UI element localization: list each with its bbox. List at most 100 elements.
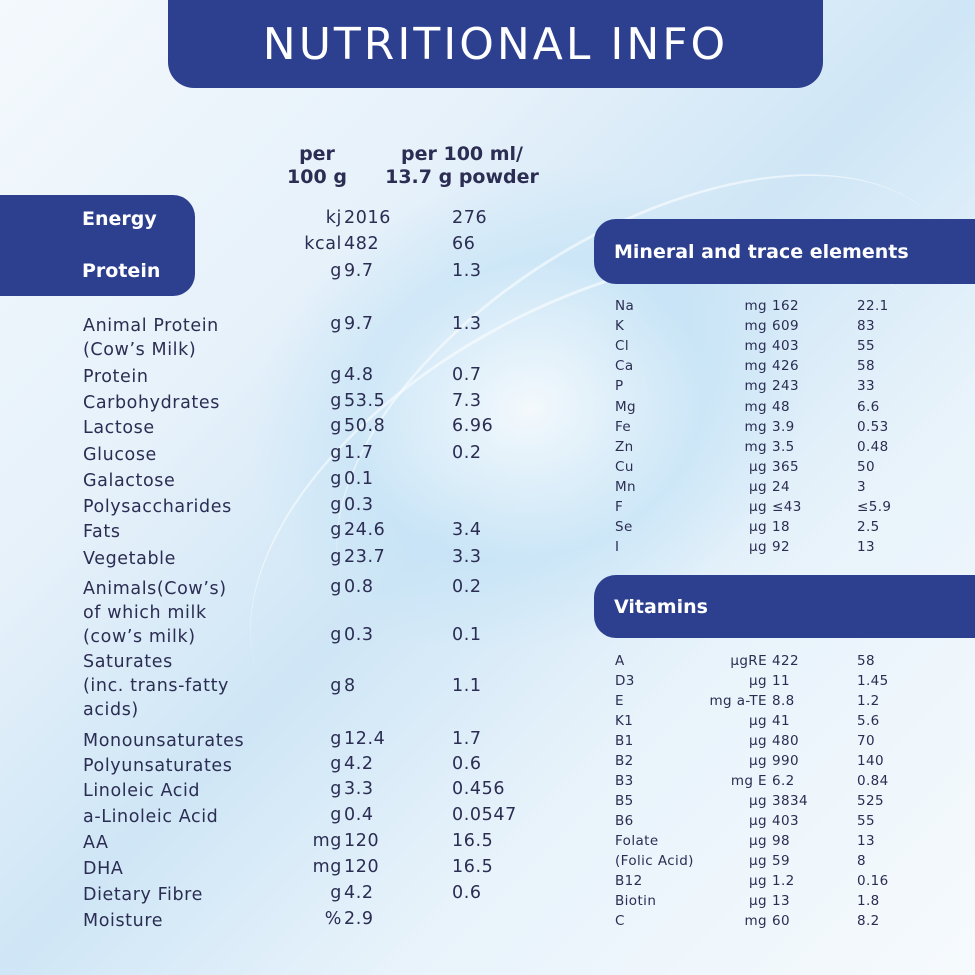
vitamins-value-per-100g: 6.2 <box>772 773 795 789</box>
row-value-per-100g: 4.2 <box>344 883 374 903</box>
vitamins-row: B12 µg 1.2 0.16 <box>0 873 975 891</box>
row-value-per-100g: 4.2 <box>344 754 374 774</box>
minerals-unit: µg <box>749 458 767 475</box>
vitamins-value-per-100ml: 1.45 <box>857 673 889 689</box>
row-value-per-100g: 482 <box>344 234 380 254</box>
row-label: Dietary Fibre <box>83 885 203 905</box>
minerals-value-per-100g: 403 <box>772 338 799 355</box>
vitamins-value-per-100ml: 1.2 <box>857 693 880 709</box>
row-unit: g <box>330 729 342 749</box>
minerals-unit: mg <box>744 378 767 395</box>
vitamins-value-per-100ml: 58 <box>857 653 875 669</box>
row-value-per-100g: 12.4 <box>344 729 386 749</box>
row-label: Moisture <box>83 911 164 931</box>
vitamins-title: Vitamins <box>614 595 708 618</box>
row-unit: g <box>330 625 342 645</box>
minerals-value-per-100ml: 0.48 <box>857 438 889 455</box>
vitamins-value-per-100ml: 8 <box>857 853 866 869</box>
minerals-symbol: Se <box>615 519 633 536</box>
row-unit: g <box>330 547 342 567</box>
vitamins-symbol: K1 <box>615 713 634 729</box>
row-unit: g <box>330 443 342 463</box>
minerals-value-per-100g: 92 <box>772 539 790 556</box>
minerals-value-per-100ml: 55 <box>857 338 875 355</box>
row-unit: g <box>330 469 342 489</box>
minerals-symbol: Ca <box>615 358 634 375</box>
row-value-per-100g: 0.3 <box>344 625 374 645</box>
vitamins-unit: µg <box>749 853 767 869</box>
minerals-row: Cu µg 365 50 <box>0 459 975 477</box>
row-value-per-100g: 120 <box>344 831 380 851</box>
title-banner: NUTRITIONAL INFO <box>168 0 823 88</box>
vitamins-symbol: B12 <box>615 873 643 889</box>
row-label: Carbohydrates <box>83 393 220 413</box>
minerals-value-per-100ml: 50 <box>857 458 875 475</box>
protein-label: Protein <box>82 260 161 282</box>
vitamins-unit: mg a-TE <box>709 693 767 709</box>
minerals-unit: µg <box>749 478 767 495</box>
minerals-symbol: Zn <box>615 438 634 455</box>
vitamins-value-per-100g: 98 <box>772 833 790 849</box>
row-value-per-100ml: 0.456 <box>452 779 506 799</box>
vitamins-row: K1 µg 41 5.6 <box>0 713 975 731</box>
vitamins-symbol: B1 <box>615 733 634 749</box>
energy-label: Energy <box>82 208 157 230</box>
row-value-per-100g: 8 <box>344 676 356 696</box>
energy-protein-banner <box>0 195 195 296</box>
row-unit: g <box>330 495 342 515</box>
row-value-per-100g: 2016 <box>344 208 391 228</box>
vitamins-value-per-100ml: 140 <box>857 753 884 769</box>
row-label: Saturates (inc. trans-fatty acids) <box>83 652 229 720</box>
page-title: NUTRITIONAL INFO <box>262 18 729 70</box>
row-unit: g <box>330 779 342 799</box>
vitamins-value-per-100g: 11 <box>772 673 790 689</box>
vitamins-unit: mg <box>744 913 767 929</box>
minerals-banner: Mineral and trace elements <box>594 219 975 284</box>
row-unit: g <box>330 805 342 825</box>
vitamins-value-per-100ml: 13 <box>857 833 875 849</box>
row-unit: mg <box>312 857 342 877</box>
vitamins-unit: µg <box>749 793 767 809</box>
minerals-symbol: Cu <box>615 458 634 475</box>
row-unit: mg <box>312 831 342 851</box>
minerals-value-per-100g: 243 <box>772 378 799 395</box>
vitamins-value-per-100g: 403 <box>772 813 799 829</box>
row-unit: g <box>330 883 342 903</box>
vitamins-value-per-100g: 480 <box>772 733 799 749</box>
vitamins-value-per-100g: 8.8 <box>772 693 795 709</box>
row-value-per-100ml: 0.6 <box>452 754 482 774</box>
row-value-per-100g: 23.7 <box>344 547 386 567</box>
row-label: Animal Protein (Cow’s Milk) <box>83 316 219 360</box>
row-unit: g <box>330 520 342 540</box>
row-unit: g <box>330 577 342 597</box>
row-label: Vegetable <box>83 549 176 569</box>
minerals-row: Fe mg 3.9 0.53 <box>0 419 975 437</box>
row-value-per-100g: 50.8 <box>344 416 386 436</box>
row-value-per-100ml: 16.5 <box>452 831 494 851</box>
row-value-per-100ml: 3.4 <box>452 520 482 540</box>
minerals-row: Mg mg 48 6.6 <box>0 399 975 417</box>
vitamins-unit: mg E <box>730 773 767 789</box>
vitamins-symbol: Biotin <box>615 893 657 909</box>
vitamins-unit: µg <box>749 733 767 749</box>
minerals-value-per-100g: 18 <box>772 519 790 536</box>
vitamins-value-per-100ml: 55 <box>857 813 875 829</box>
minerals-value-per-100g: 365 <box>772 458 799 475</box>
minerals-unit: mg <box>744 418 767 435</box>
row-label: Fats <box>83 522 121 542</box>
row-value-per-100ml: 0.1 <box>452 625 482 645</box>
row-unit: g <box>330 676 342 696</box>
row-value-per-100g: 9.7 <box>344 261 374 281</box>
minerals-symbol: Na <box>615 298 635 314</box>
row-value-per-100ml: 0.7 <box>452 365 482 385</box>
minerals-value-per-100g: 609 <box>772 318 799 335</box>
vitamins-unit: µg <box>749 713 767 729</box>
minerals-unit: mg <box>744 338 767 355</box>
row-value-per-100ml: 0.2 <box>452 577 482 597</box>
row-value-per-100ml: 0.2 <box>452 443 482 463</box>
minerals-row: Mn µg 24 3 <box>0 479 975 497</box>
row-value-per-100ml: 7.3 <box>452 391 482 411</box>
vitamins-symbol: B3 <box>615 773 634 789</box>
